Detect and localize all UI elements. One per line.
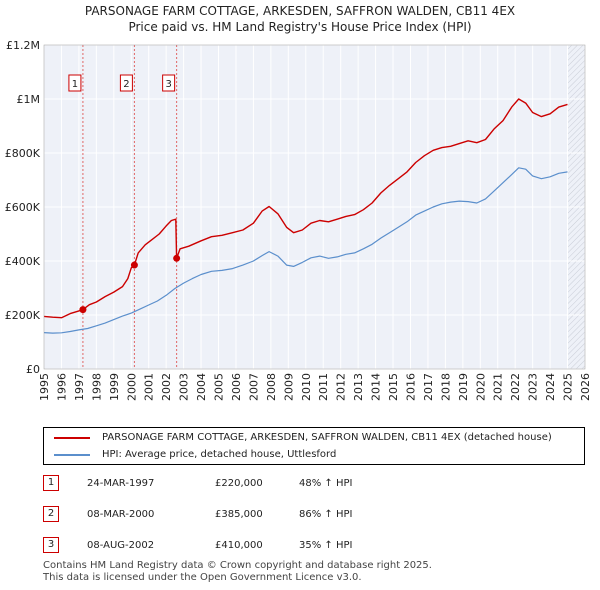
x-tick-label: 2000 <box>125 373 138 401</box>
series-line-property <box>43 98 568 319</box>
transaction-badge: 1 <box>43 475 59 491</box>
table-row: 3 08-AUG-2002 £410,000 35% ↑ HPI <box>43 536 443 556</box>
x-tick-label: 2001 <box>143 373 156 401</box>
transaction-box-label: 3 <box>165 79 171 90</box>
x-tick-label: 2007 <box>247 373 260 401</box>
legend-item-hpi: HPI: Average price, detached house, Uttl… <box>54 447 336 463</box>
x-tick-label: 1995 <box>38 373 51 401</box>
footer-copyright: Contains HM Land Registry data © Crown c… <box>43 560 432 571</box>
table-row: 2 08-MAR-2000 £385,000 86% ↑ HPI <box>43 505 443 525</box>
x-tick-label: 2021 <box>492 373 505 401</box>
x-tick-label: 1998 <box>90 373 103 401</box>
transaction-date: 24-MAR-1997 <box>87 478 155 489</box>
plot-frame <box>43 44 586 370</box>
chart-subtitle: Price paid vs. HM Land Registry's House … <box>128 20 472 34</box>
x-tick-label: 2011 <box>317 373 330 401</box>
x-tick-label: 2010 <box>300 373 313 401</box>
y-tick-label: £0 <box>26 363 40 376</box>
transaction-price: £410,000 <box>215 540 263 551</box>
table-row: 1 24-MAR-1997 £220,000 48% ↑ HPI <box>43 474 443 494</box>
transaction-box <box>162 74 176 92</box>
x-tick-label: 2016 <box>404 373 417 401</box>
y-tick-label: £400K <box>5 255 41 268</box>
x-tick-label: 1999 <box>108 373 121 401</box>
x-tick-label: 1997 <box>73 373 86 401</box>
transaction-hpi: 35% ↑ HPI <box>299 540 353 551</box>
y-tick-label: £600K <box>5 201 41 214</box>
x-tick-label: 2002 <box>160 373 173 401</box>
legend-swatch-property <box>54 437 90 439</box>
x-tick-label: 2017 <box>422 373 435 401</box>
series-line-hpi <box>43 167 568 334</box>
transaction-date: 08-AUG-2002 <box>87 540 155 551</box>
transaction-box-label: 2 <box>123 79 129 90</box>
y-tick-label: £200K <box>5 309 41 322</box>
y-tick-label: £1M <box>17 93 41 106</box>
x-tick-label: 2014 <box>370 373 383 401</box>
footer: Contains HM Land Registry data © Crown c… <box>43 560 432 584</box>
x-tick-label: 2026 <box>579 373 592 401</box>
legend-item-property: PARSONAGE FARM COTTAGE, ARKESDEN, SAFFRO… <box>54 430 552 446</box>
x-tick-label: 2004 <box>195 373 208 401</box>
x-tick-label: 2003 <box>178 373 191 401</box>
chart-title: PARSONAGE FARM COTTAGE, ARKESDEN, SAFFRO… <box>84 4 516 18</box>
legend-label-hpi: HPI: Average price, detached house, Uttl… <box>102 449 337 460</box>
transaction-price: £220,000 <box>215 478 263 489</box>
x-tick-label: 2008 <box>265 373 278 401</box>
legend: PARSONAGE FARM COTTAGE, ARKESDEN, SAFFRO… <box>43 427 585 465</box>
transaction-hpi: 86% ↑ HPI <box>299 509 353 520</box>
x-tick-label: 2012 <box>335 373 348 401</box>
x-tick-label: 2023 <box>527 373 540 401</box>
transaction-point <box>173 254 181 262</box>
y-tick-label: £1.2M <box>6 39 40 52</box>
transaction-box <box>68 74 82 92</box>
x-tick-label: 2006 <box>230 373 243 401</box>
x-tick-label: 2025 <box>562 373 575 401</box>
x-tick-label: 1996 <box>55 373 68 401</box>
legend-swatch-hpi <box>54 454 90 456</box>
footer-licence: This data is licensed under the Open Gov… <box>43 572 362 583</box>
x-tick-label: 2019 <box>457 373 470 401</box>
transaction-point <box>79 306 87 314</box>
legend-label-property: PARSONAGE FARM COTTAGE, ARKESDEN, SAFFRO… <box>102 432 552 443</box>
x-tick-label: 2015 <box>387 373 400 401</box>
x-tick-label: 2005 <box>213 373 226 401</box>
price-chart: £0 £200K £400K £600K £800K £1M £1.2M 1995 1996 19… <box>5 39 592 401</box>
x-tick-label: 2020 <box>474 373 487 401</box>
x-tick-label: 2022 <box>509 373 522 401</box>
x-tick-label: 2013 <box>352 373 365 401</box>
x-tick-label: 2009 <box>282 373 295 401</box>
transaction-hpi: 48% ↑ HPI <box>299 478 353 489</box>
transaction-box-label: 1 <box>72 79 78 90</box>
transaction-point <box>130 261 138 269</box>
transaction-box <box>119 74 133 92</box>
x-tick-label: 2024 <box>544 373 557 401</box>
transaction-price: £385,000 <box>215 509 263 520</box>
transaction-date: 08-MAR-2000 <box>87 509 155 520</box>
transaction-badge: 2 <box>43 506 59 522</box>
x-tick-label: 2018 <box>439 373 452 401</box>
transaction-badge: 3 <box>43 537 59 553</box>
y-tick-label: £800K <box>5 147 41 160</box>
